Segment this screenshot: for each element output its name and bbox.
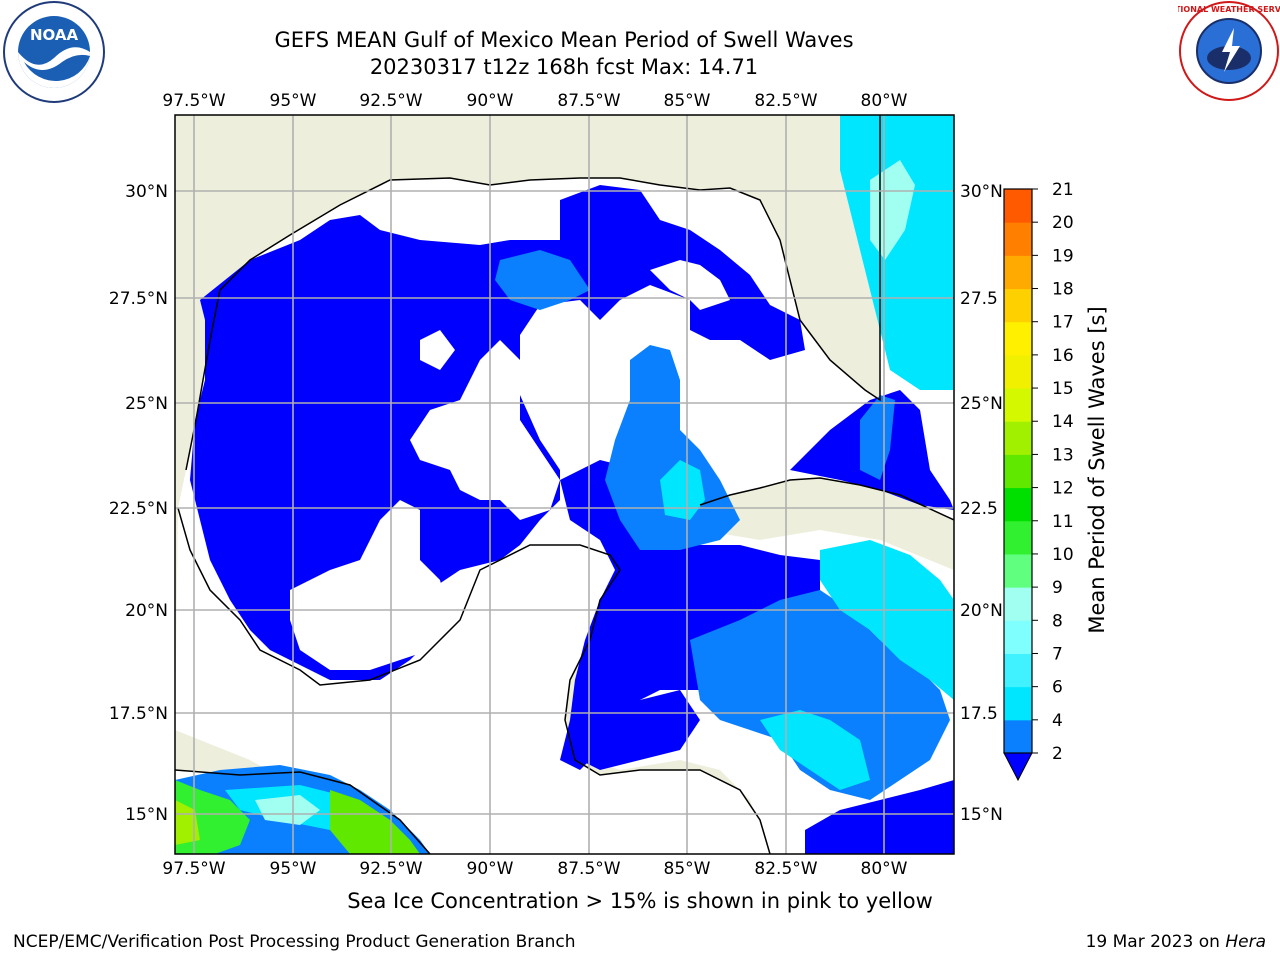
sea-ice-note: Sea Ice Concentration > 15% is shown in …	[347, 889, 933, 913]
footer-credit: NCEP/EMC/Verification Post Processing Pr…	[13, 932, 576, 952]
lon-tick-bottom: 97.5°W	[162, 859, 225, 879]
lat-ticks-left: 30°N 27.5°N 25°N 22.5°N 20°N 17.5°N 15°N	[109, 182, 168, 825]
colorbar-segment	[1004, 321, 1032, 356]
colorbar-tick-label: 19	[1052, 246, 1074, 266]
colorbar-tick-label: 13	[1052, 445, 1074, 465]
noaa-logo: NOAA	[3, 1, 105, 103]
map-frame	[174, 114, 955, 855]
lon-tick-bottom: 87.5°W	[557, 859, 620, 879]
map-area	[175, 115, 954, 854]
colorbar-segment	[1004, 487, 1032, 522]
svg-text:NOAA: NOAA	[30, 26, 79, 44]
colorbar-segment	[1004, 255, 1032, 290]
colorbar-tick-label: 2	[1052, 744, 1063, 764]
lon-tick-bottom: 90°W	[467, 859, 514, 879]
lon-tick-top: 80°W	[861, 91, 908, 111]
lat-tick-left: 27.5°N	[109, 289, 168, 309]
footer-host: Hera	[1225, 932, 1266, 952]
lon-tick-bottom: 85°W	[664, 859, 711, 879]
lon-tick-top: 97.5°W	[162, 91, 225, 111]
colorbar-tick-label: 20	[1052, 213, 1074, 233]
lat-tick-right: 25°N	[960, 394, 1003, 414]
colorbar-tick-label: 9	[1052, 578, 1063, 598]
colorbar-segment	[1004, 686, 1032, 721]
nws-logo: NATIONAL WEATHER SERVICE	[1178, 1, 1280, 101]
lon-tick-top: 95°W	[270, 91, 317, 111]
colorbar-segment	[1004, 421, 1032, 455]
lon-ticks-top: 97.5°W 95°W 92.5°W 90°W 87.5°W 85°W 82.5…	[162, 91, 907, 111]
colorbar-segment	[1004, 620, 1032, 654]
colorbar-tick-label: 16	[1052, 346, 1074, 366]
colorbar-segment	[1004, 553, 1032, 588]
lat-tick-right: 22.5	[960, 499, 998, 519]
colorbar-tick-label: 11	[1052, 512, 1074, 532]
colorbar-tick-label: 4	[1052, 711, 1063, 731]
colorbar-tick-label: 14	[1052, 412, 1074, 432]
footer-date: 19 Mar 2023 on Hera	[1086, 932, 1266, 952]
colorbar-segment	[1004, 222, 1032, 256]
lat-tick-left: 22.5°N	[109, 499, 168, 519]
svg-text:NATIONAL WEATHER SERVICE: NATIONAL WEATHER SERVICE	[1178, 5, 1280, 14]
lat-tick-right: 15°N	[960, 805, 1003, 825]
lon-ticks-bottom: 97.5°W 95°W 92.5°W 90°W 87.5°W 85°W 82.5…	[162, 859, 907, 879]
lat-tick-left: 20°N	[125, 601, 168, 621]
colorbar-segment	[1004, 454, 1032, 489]
colorbar-tick-label: 21	[1052, 180, 1074, 200]
lon-tick-top: 92.5°W	[359, 91, 422, 111]
colorbar-extend-triangle	[1003, 752, 1033, 782]
swell-7-9s	[255, 160, 915, 825]
colorbar-segment	[1004, 388, 1032, 422]
lon-tick-bottom: 82.5°W	[754, 859, 817, 879]
lon-tick-top: 87.5°W	[557, 91, 620, 111]
colorbar-tick-label: 18	[1052, 280, 1074, 300]
colorbar-tick-label: 8	[1052, 611, 1063, 631]
lon-tick-bottom: 92.5°W	[359, 859, 422, 879]
colorbar-segment	[1004, 587, 1032, 621]
colorbar-segment	[1004, 189, 1032, 223]
colorbar-tick-label: 10	[1052, 545, 1074, 565]
colorbar: 2 4 6 7 8 9 10 11 12 13 14 15 16 17 18 19 20 21	[1003, 180, 1074, 782]
lon-tick-top: 82.5°W	[754, 91, 817, 111]
colorbar-tick-label: 15	[1052, 379, 1074, 399]
colorbar-segment	[1004, 354, 1032, 389]
lon-tick-top: 85°W	[664, 91, 711, 111]
chart-subtitle: 20230317 t12z 168h fcst Max: 14.71	[369, 55, 759, 79]
colorbar-segment	[1004, 719, 1032, 754]
colorbar-tick-label: 17	[1052, 313, 1074, 333]
colorbar-tick-label: 7	[1052, 644, 1063, 664]
colorbar-segment	[1004, 520, 1032, 555]
lon-tick-top: 90°W	[467, 91, 514, 111]
colorbar-tick-label: 6	[1052, 678, 1063, 698]
colorbar-segment	[1004, 288, 1032, 323]
lon-tick-bottom: 95°W	[270, 859, 317, 879]
colorbar-title: Mean Period of Swell Waves [s]	[1085, 306, 1109, 634]
colorbar-frame	[1003, 188, 1033, 754]
coastlines	[175, 115, 954, 854]
colorbar-tick-label: 12	[1052, 479, 1074, 499]
chart-title: GEFS MEAN Gulf of Mexico Mean Period of …	[274, 28, 854, 52]
lat-tick-right: 17.5	[960, 704, 998, 724]
lat-ticks-right: 30°N 27.5 25°N 22.5 20°N 17.5 15°N	[960, 182, 1003, 825]
colorbar-segment	[1004, 653, 1032, 688]
lat-tick-left: 17.5°N	[109, 704, 168, 724]
map-grid	[175, 115, 954, 854]
swell-nodata-patches	[290, 260, 730, 670]
lat-tick-left: 30°N	[125, 182, 168, 202]
lat-tick-right: 20°N	[960, 601, 1003, 621]
lon-tick-bottom: 80°W	[861, 859, 908, 879]
lat-tick-left: 25°N	[125, 394, 168, 414]
lat-tick-right: 27.5	[960, 289, 998, 309]
footer-date-text: 19 Mar 2023 on	[1085, 932, 1226, 952]
lat-tick-right: 30°N	[960, 182, 1003, 202]
lat-tick-left: 15°N	[125, 805, 168, 825]
